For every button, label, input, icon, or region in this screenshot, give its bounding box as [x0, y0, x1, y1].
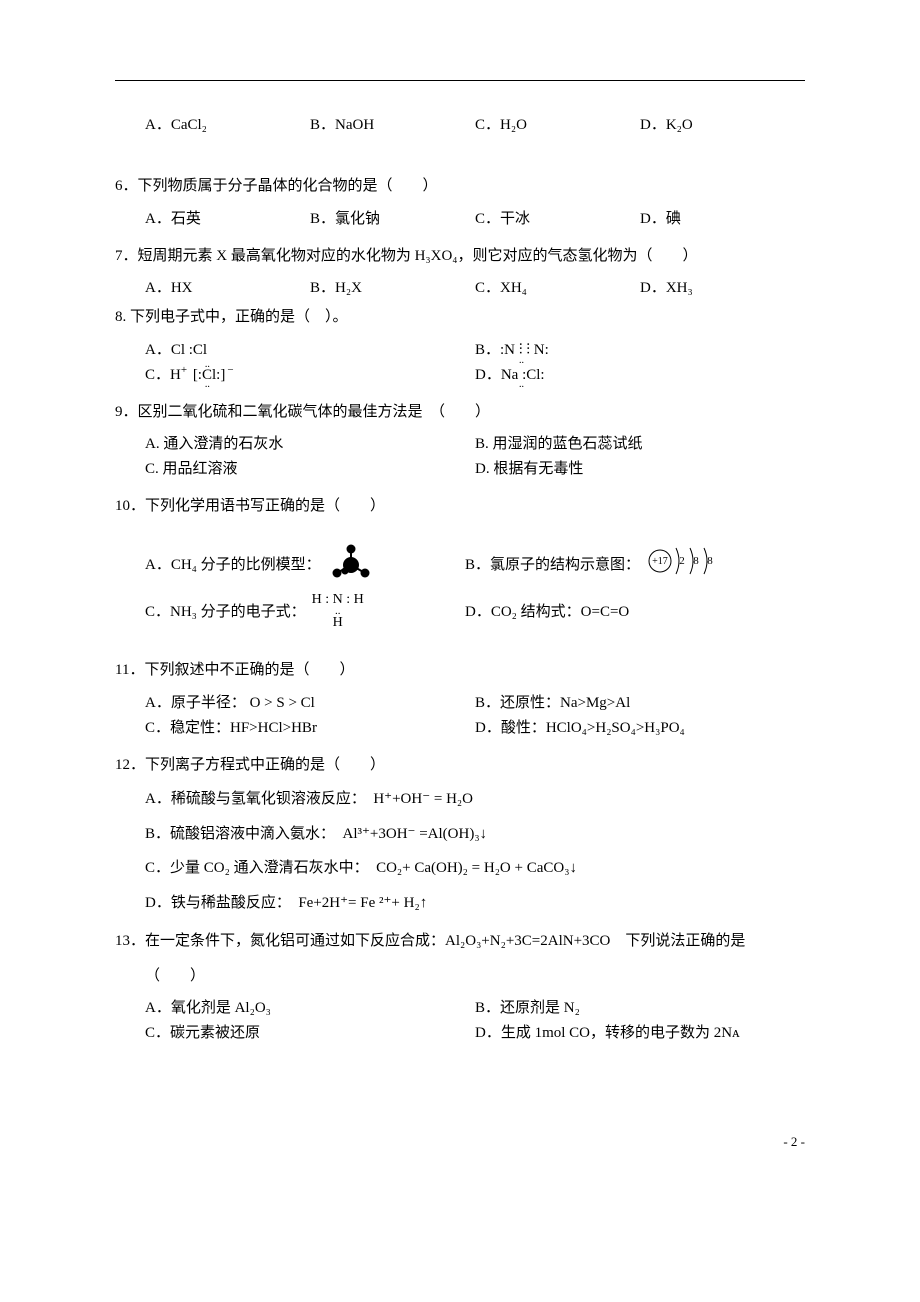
- q12-opt-c: C．少量 CO₂ 通入澄清石灰水中： CO₂+ Ca(OH)₂ = H₂O + …: [145, 854, 805, 883]
- q8-opt-b: B．:N ⫶ ⫶ N:: [475, 338, 805, 359]
- nh3-bottom: H: [312, 615, 364, 630]
- q8-c-pre: C．H: [145, 367, 181, 383]
- q9-opt-d: D. 根据有无毒性: [475, 457, 805, 478]
- q13-opt-c: C．碳元素被还原: [145, 1021, 475, 1042]
- q5-opt-d: D．K₂O: [640, 113, 805, 134]
- q9-opt-b: B. 用湿润的蓝色石蕊试纸: [475, 432, 805, 453]
- q10-row2: C．NH₃ 分子的电子式： H : N : H .. H D．CO₂ 结构式：O…: [115, 592, 805, 631]
- chlorine-atom-diagram-icon: +17 2 8 8: [646, 542, 724, 585]
- q10-c-label: C．NH₃ 分子的电子式：: [145, 600, 306, 621]
- q9-opt-a: A. 通入澄清的石灰水: [145, 432, 475, 453]
- q8-d-pre: D．Na :Cl:: [475, 367, 545, 383]
- q10-d-label: D．CO₂ 结构式：O=C=O: [465, 600, 629, 621]
- q8-opt-d: .. D．Na :Cl: ..: [475, 363, 805, 384]
- q12-options: A．稀硫酸与氢氧化钡溶液反应： H⁺+OH⁻ = H₂O B．硫酸铝溶液中滴入氨…: [115, 785, 805, 917]
- nh3-electron-formula: H : N : H .. H: [312, 592, 364, 631]
- atom-center: +17: [652, 556, 668, 567]
- q8-options-row2: C．H+ .. [:Cl:] .. − .. D．Na :Cl: ..: [115, 363, 805, 384]
- q6-opt-a: A．石英: [145, 207, 310, 228]
- q10-b-label: B．氯原子的结构示意图：: [465, 553, 640, 574]
- q8-opt-c: C．H+ .. [:Cl:] .. −: [145, 363, 475, 384]
- page-number: - 2 -: [0, 1134, 920, 1150]
- q11-opt-b: B．还原性：Na>Mg>Al: [475, 691, 805, 712]
- q11-stem: 11．下列叙述中不正确的是（ ）: [115, 656, 805, 685]
- q8-stem: 8. 下列电子式中，正确的是（ ）。: [115, 303, 805, 332]
- q13-row2: C．碳元素被还原 D．生成 1mol CO，转移的电子数为 2Nᴀ: [115, 1021, 805, 1042]
- top-rule: [115, 80, 805, 81]
- q8-opt-a: A．Cl :Cl: [145, 338, 475, 359]
- q7-opt-c: C．XH₄: [475, 276, 640, 297]
- q7-opt-b: B．H₂X: [310, 276, 475, 297]
- q13-opt-d: D．生成 1mol CO，转移的电子数为 2Nᴀ: [475, 1021, 805, 1042]
- q10-stem: 10．下列化学用语书写正确的是（ ）: [115, 492, 805, 521]
- q11-opt-d: D．酸性：HClO₄>H₂SO₄>H₃PO₄: [475, 716, 805, 737]
- shell-2: 8: [693, 555, 699, 567]
- q5-opt-a: A．CaCl₂: [145, 113, 310, 134]
- q7-opt-a: A．HX: [145, 276, 310, 297]
- q9-options-row2: C. 用品红溶液 D. 根据有无毒性: [115, 457, 805, 478]
- q13-opt-b: B．还原剂是 N₂: [475, 996, 805, 1017]
- q6-opt-d: D．碘: [640, 207, 805, 228]
- ch4-model-icon: [327, 541, 375, 586]
- q7-options: A．HX B．H₂X C．XH₄ D．XH₃: [115, 276, 805, 297]
- q12-stem: 12．下列离子方程式中正确的是（ ）: [115, 751, 805, 780]
- q7-stem: 7．短周期元素 X 最高氧化物对应的水化物为 H₃XO₄，则它对应的气态氢化物为…: [115, 242, 805, 271]
- q6-stem: 6．下列物质属于分子晶体的化合物的是（ ）: [115, 172, 805, 201]
- q10-row1: A．CH₄ 分子的比例模型： B．氯原子的结构示意图：: [115, 541, 805, 586]
- q11-row1: A．原子半径： O > S > Cl B．还原性：Na>Mg>Al: [115, 691, 805, 712]
- q11-opt-c: C．稳定性：HF>HCl>HBr: [145, 716, 475, 737]
- q13-stem1: 13．在一定条件下，氮化铝可通过如下反应合成：Al₂O₃+N₂+3C=2AlN+…: [115, 927, 805, 956]
- q5-opt-c: C．H₂O: [475, 113, 640, 134]
- q13-opt-a: A．氧化剂是 Al₂O₃: [145, 996, 475, 1017]
- q12-opt-b: B．硫酸铝溶液中滴入氨水： Al³⁺+3OH⁻ =Al(OH)₃↓: [145, 820, 805, 849]
- q10-a-label: A．CH₄ 分子的比例模型：: [145, 553, 321, 574]
- shell-1: 2: [679, 555, 685, 567]
- q13-stem2: （ ）: [115, 962, 805, 991]
- q9-stem: 9．区别二氧化硫和二氧化碳气体的最佳方法是 （ ）: [115, 398, 805, 427]
- shell-3: 8: [707, 555, 713, 567]
- q6-opt-c: C．干冰: [475, 207, 640, 228]
- q11-row2: C．稳定性：HF>HCl>HBr D．酸性：HClO₄>H₂SO₄>H₃PO₄: [115, 716, 805, 737]
- q11-opt-a: A．原子半径： O > S > Cl: [145, 691, 475, 712]
- q5-options: A．CaCl₂ B．NaOH C．H₂O D．K₂O: [115, 113, 805, 134]
- q8-options-row1: A．Cl :Cl B．:N ⫶ ⫶ N:: [115, 338, 805, 359]
- q6-options: A．石英 B．氯化钠 C．干冰 D．碘: [115, 207, 805, 228]
- q7-opt-d: D．XH₃: [640, 276, 805, 297]
- q13-row1: A．氧化剂是 Al₂O₃ B．还原剂是 N₂: [115, 996, 805, 1017]
- q12-opt-a: A．稀硫酸与氢氧化钡溶液反应： H⁺+OH⁻ = H₂O: [145, 785, 805, 814]
- q5-opt-b: B．NaOH: [310, 113, 475, 134]
- q9-opt-c: C. 用品红溶液: [145, 457, 475, 478]
- q6-opt-b: B．氯化钠: [310, 207, 475, 228]
- q9-options-row1: A. 通入澄清的石灰水 B. 用湿润的蓝色石蕊试纸: [115, 432, 805, 453]
- q12-opt-d: D．铁与稀盐酸反应： Fe+2H⁺= Fe ²⁺+ H₂↑: [145, 889, 805, 918]
